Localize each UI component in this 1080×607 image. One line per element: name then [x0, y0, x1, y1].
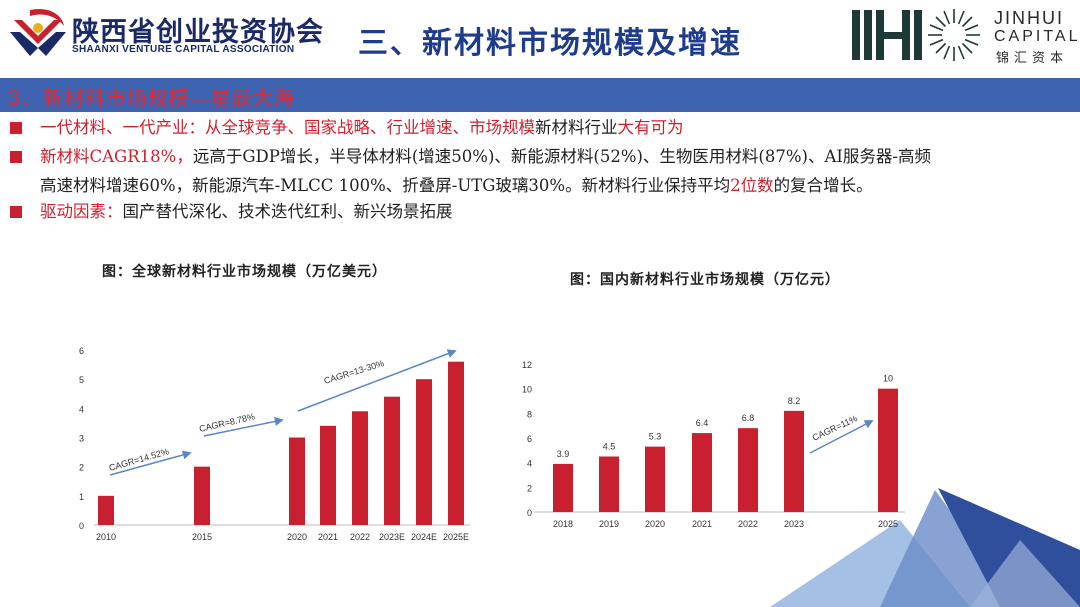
y-tick-label: 2: [527, 483, 532, 493]
y-tick-label: 10: [522, 385, 532, 395]
x-tick-label: 2015: [192, 532, 212, 542]
bullet-2-part-1: 新材料CAGR18%，: [40, 147, 193, 166]
x-tick-label: 2020: [645, 519, 665, 529]
data-label: 10: [883, 374, 893, 384]
data-label: 6.4: [696, 418, 709, 428]
decorative-triangles: [770, 488, 1080, 607]
domestic-market-chart: 3.94.55.36.4 6.88.210 2018 2019 2020 2021 202…: [522, 360, 905, 529]
global-market-chart: 2010 2015 2020 2021 2022 2023E 2024E 2025E 0 1 2 3…: [79, 346, 470, 542]
x-tick-label: 2022: [350, 532, 370, 542]
x-tick-label: 2018: [553, 519, 573, 529]
trend-arrow: [203, 417, 284, 437]
bullet-square-icon: [10, 206, 22, 218]
org-name-en: SHAANXI VENTURE CAPITAL ASSOCIATION: [72, 44, 295, 55]
x-tick-label: 2025: [878, 519, 898, 529]
x-tick-label: 2021: [318, 532, 338, 542]
data-label: 8.2: [788, 396, 801, 406]
brand-name-en: JINHUI: [994, 8, 1064, 28]
bar: [738, 428, 758, 512]
x-tick-label: 2022: [738, 519, 758, 529]
y-tick-label: 5: [79, 375, 84, 385]
bullet-3-part-2: 国产替代深化、技术迭代红利、新兴场景拓展: [122, 202, 453, 221]
bar: [384, 396, 400, 525]
bar: [784, 410, 804, 512]
page-title: 三、新材料市场规模及增速: [358, 26, 742, 61]
bullet-1-part-3: 大有可为: [617, 118, 684, 137]
bullet-2-cont: 高速材料增速60%，新能源汽车-MLCC 100%、折叠屏-UTG玻璃30%。新…: [40, 173, 873, 199]
bullet-3-text: 驱动因素：国产替代深化、技术迭代红利、新兴场景拓展: [40, 199, 453, 225]
y-tick-label: 4: [79, 404, 84, 414]
y-tick-label: 4: [527, 459, 532, 469]
bar: [352, 411, 368, 525]
bar: [692, 433, 712, 512]
bullet-3-part-1: 驱动因素：: [40, 202, 123, 221]
bar: [289, 437, 305, 525]
data-label: 3.9: [557, 449, 570, 459]
data-label: 5.3: [649, 432, 662, 442]
bar: [553, 463, 573, 512]
section-title: 3、新材料市场规模—星辰大海: [8, 86, 295, 110]
trend-arrow: [109, 450, 192, 476]
bar: [194, 466, 210, 525]
x-tick-label: 2025E: [443, 532, 469, 542]
chart-2-title: 图：国内新材料行业市场规模（万亿元）: [570, 272, 840, 288]
brand-name-cn: 锦汇资本: [996, 51, 1069, 66]
x-tick-label: 2023: [784, 519, 804, 529]
y-tick-label: 8: [527, 409, 532, 419]
brand-subname-en: CAPITAL: [994, 28, 1080, 45]
association-logo-icon: [10, 8, 66, 56]
cagr-annotation: CAGR=11%: [811, 413, 859, 443]
x-tick-label: 2023E: [379, 532, 405, 542]
y-tick-label: 2: [79, 463, 84, 473]
bar: [448, 361, 464, 525]
chart-1-title: 图：全球新材料行业市场规模（万亿美元）: [102, 264, 387, 280]
x-tick-label: 2021: [692, 519, 712, 529]
trend-arrow: [809, 420, 874, 454]
y-tick-label: 1: [79, 492, 84, 502]
x-tick-label: 2010: [96, 532, 116, 542]
bullet-2-part-2: 远高于GDP增长，半导体材料(增速50%)、新能源材料(52%)、生物医用材料(…: [192, 147, 931, 166]
jinhui-logo-icon: [852, 9, 980, 61]
section-bar: [0, 78, 1080, 112]
cagr-annotation: CAGR=14.52%: [108, 446, 170, 473]
bullet-2-cont-part-1: 高速材料增速60%，新能源汽车-MLCC 100%、折叠屏-UTG玻璃30%。新…: [40, 176, 731, 195]
y-tick-label: 3: [79, 434, 84, 444]
bar: [320, 425, 336, 525]
bar: [645, 446, 665, 512]
bullet-2-cont-part-2: 2位数: [730, 176, 774, 195]
data-label: 6.8: [742, 413, 755, 423]
org-name-cn: 陕西省创业投资协会: [72, 17, 324, 48]
x-tick-label: 2024E: [411, 532, 437, 542]
bullet-1-text: 一代材料、一代产业：从全球竞争、国家战略、行业增速、市场规模新材料行业大有可为: [40, 115, 684, 141]
y-tick-label: 6: [79, 346, 84, 356]
bar: [599, 456, 619, 512]
bullet-2-cont-part-3: 的复合增长。: [773, 176, 873, 195]
y-tick-label: 0: [79, 521, 84, 531]
y-tick-label: 0: [527, 508, 532, 518]
y-tick-label: 6: [527, 434, 532, 444]
bullet-1-part-2: 新材料行业: [535, 118, 618, 137]
bar: [98, 495, 114, 525]
trend-arrow: [297, 349, 457, 412]
bar: [878, 388, 898, 512]
bar: [416, 379, 432, 525]
x-tick-label: 2019: [599, 519, 619, 529]
bullet-1-part-1: 一代材料、一代产业：从全球竞争、国家战略、行业增速、市场规模: [40, 118, 535, 137]
data-label: 4.5: [603, 442, 616, 452]
x-tick-label: 2020: [287, 532, 307, 542]
bullet-square-icon: [10, 151, 22, 163]
bullet-2-text: 新材料CAGR18%，远高于GDP增长，半导体材料(增速50%)、新能源材料(5…: [40, 144, 931, 170]
y-tick-label: 12: [522, 360, 532, 370]
bullet-square-icon: [10, 122, 22, 134]
